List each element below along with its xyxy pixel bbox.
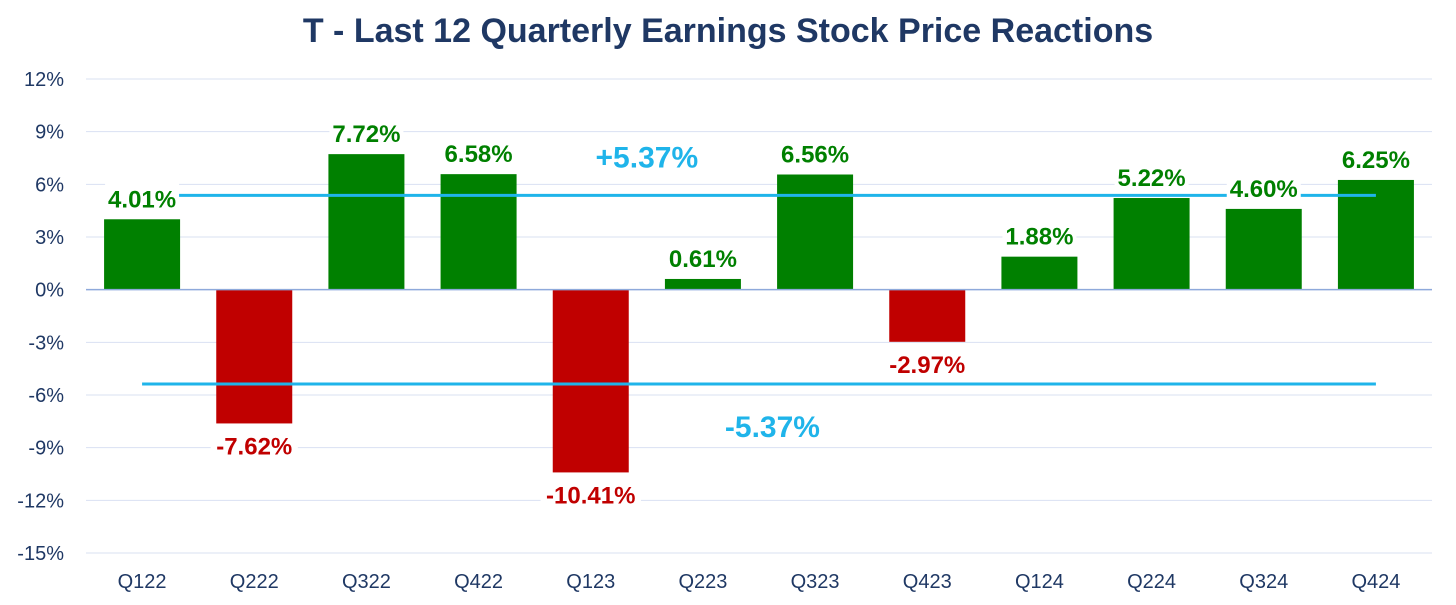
- x-tick-label: Q224: [1127, 571, 1176, 593]
- data-label: -7.62%: [216, 433, 292, 460]
- data-label-background: [441, 138, 516, 168]
- bar: [1113, 198, 1190, 290]
- data-label: -2.97%: [889, 352, 965, 379]
- bar: [777, 174, 854, 290]
- y-tick-label: 12%: [24, 69, 64, 91]
- x-tick-label: Q322: [342, 571, 391, 593]
- bar: [440, 174, 517, 290]
- data-label: 1.88%: [1005, 224, 1073, 251]
- y-tick-label: 6%: [35, 174, 64, 196]
- data-label: -10.41%: [546, 482, 635, 509]
- bar: [664, 278, 741, 290]
- x-tick-label: Q422: [454, 571, 503, 593]
- data-label-background: [778, 138, 853, 168]
- data-label: 0.61%: [669, 246, 737, 273]
- chart-title: T - Last 12 Quarterly Earnings Stock Pri…: [302, 12, 1154, 50]
- data-label-background: [883, 348, 971, 378]
- bar: [889, 289, 966, 342]
- y-tick-label: -12%: [17, 490, 64, 512]
- data-label-background: [105, 183, 180, 213]
- x-tick-label: Q424: [1351, 571, 1400, 593]
- data-label: 6.58%: [445, 141, 513, 168]
- data-label-background: [210, 430, 298, 460]
- x-tick-label: Q124: [1015, 571, 1064, 593]
- y-tick-label: -15%: [17, 543, 64, 565]
- data-label-background: [1338, 143, 1413, 173]
- data-label-background: [1002, 220, 1077, 250]
- y-tick-label: 3%: [35, 227, 64, 249]
- data-label: 7.72%: [332, 121, 400, 148]
- x-tick-label: Q323: [791, 571, 840, 593]
- data-label: 4.01%: [108, 186, 176, 213]
- y-tick-label: 9%: [35, 122, 64, 144]
- y-tick-label: -9%: [28, 438, 64, 460]
- data-label: 6.25%: [1342, 147, 1410, 174]
- y-tick-label: -3%: [28, 332, 64, 354]
- data-label: 5.22%: [1118, 165, 1186, 192]
- bar: [1225, 208, 1302, 290]
- data-label-background: [329, 118, 404, 148]
- x-tick-label: Q223: [678, 571, 727, 593]
- x-tick-label: Q423: [903, 571, 952, 593]
- bar: [552, 289, 629, 473]
- data-label-background: [665, 242, 740, 272]
- x-tick-label: Q123: [566, 571, 615, 593]
- y-tick-label: 0%: [35, 280, 64, 302]
- data-label: 6.56%: [781, 142, 849, 169]
- bar: [328, 154, 405, 290]
- lower-reference-label: -5.37%: [725, 411, 820, 444]
- data-label: 4.60%: [1230, 176, 1298, 203]
- x-tick-label: Q122: [118, 571, 167, 593]
- bar: [216, 289, 293, 424]
- upper-reference-label: +5.37%: [596, 141, 699, 174]
- x-tick-label: Q222: [230, 571, 279, 593]
- data-label-background: [1226, 172, 1301, 202]
- data-label-background: [540, 479, 641, 509]
- bar: [1001, 256, 1078, 290]
- bar: [104, 219, 181, 290]
- data-label-background: [1114, 162, 1189, 192]
- x-tick-label: Q324: [1239, 571, 1288, 593]
- bar: [1337, 179, 1414, 290]
- y-tick-label: -6%: [28, 385, 64, 407]
